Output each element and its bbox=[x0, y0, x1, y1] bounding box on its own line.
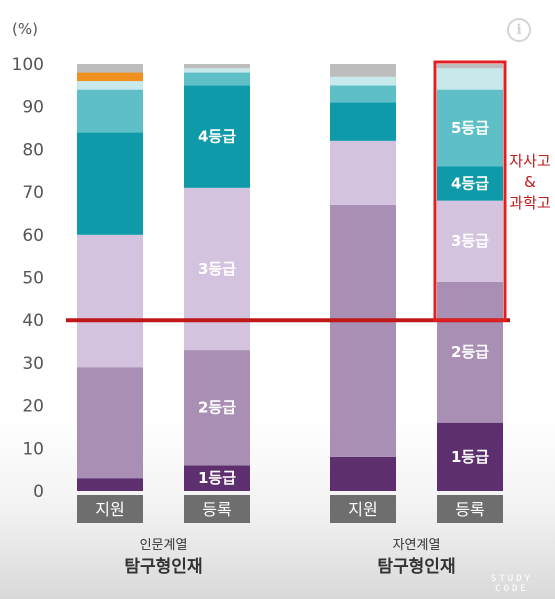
bar-2 bbox=[330, 64, 396, 491]
bar-segment bbox=[437, 166, 503, 201]
bar-segment bbox=[330, 85, 396, 103]
bar-segment bbox=[330, 76, 396, 86]
y-tick-label: 100 bbox=[12, 55, 44, 75]
bar-segment bbox=[184, 85, 250, 188]
y-tick-label: 0 bbox=[33, 482, 44, 502]
bar-segment bbox=[77, 64, 143, 73]
y-tick-label: 30 bbox=[22, 354, 44, 374]
bar-segment bbox=[184, 64, 250, 69]
watermark-bottom: CODE bbox=[495, 584, 529, 594]
category-box bbox=[184, 495, 250, 523]
bar-segment bbox=[330, 456, 396, 491]
segment-label: 1등급 bbox=[451, 448, 489, 466]
y-tick-label: 50 bbox=[22, 269, 44, 289]
bar-segment bbox=[77, 478, 143, 491]
segment-label: 3등급 bbox=[451, 232, 489, 250]
segment-label: 1등급 bbox=[198, 469, 236, 487]
y-tick-label: 60 bbox=[22, 226, 44, 246]
y-tick-label: 90 bbox=[22, 98, 44, 118]
category-label: 지원 bbox=[95, 500, 124, 519]
bar-segment bbox=[77, 132, 143, 235]
bar-segment bbox=[437, 89, 503, 167]
group-sublabel: 자연계열 bbox=[393, 538, 441, 553]
bar-segment bbox=[437, 281, 503, 423]
bar-segment bbox=[437, 200, 503, 282]
category-box bbox=[330, 495, 396, 523]
category-box bbox=[77, 495, 143, 523]
bars: 1등급 2등급 3등급 4등급 1등급 2등급 3등급 4등급 5등급 bbox=[77, 64, 503, 491]
bar-segment bbox=[184, 187, 250, 351]
bar-3: 1등급 2등급 3등급 4등급 5등급 bbox=[437, 64, 503, 491]
bar-segment bbox=[184, 72, 250, 86]
bar-segment bbox=[77, 367, 143, 479]
bar-segment bbox=[330, 140, 396, 205]
watermark: STUDY CODE bbox=[474, 574, 550, 594]
bar-segment bbox=[77, 89, 143, 133]
segment-label: 2등급 bbox=[451, 343, 489, 361]
bar-1: 1등급 2등급 3등급 4등급 bbox=[184, 64, 250, 491]
highlight-annotation: 자사고 bbox=[509, 152, 550, 170]
watermark-top: STUDY bbox=[490, 574, 534, 584]
bar-segment bbox=[437, 422, 503, 491]
bar-segment bbox=[330, 64, 396, 77]
y-tick-label: 70 bbox=[22, 183, 44, 203]
bar-segment bbox=[77, 234, 143, 368]
group-label: 탐구형인재 bbox=[124, 556, 202, 577]
category-label: 등록 bbox=[202, 500, 231, 519]
group-label: 탐구형인재 bbox=[377, 556, 455, 577]
segment-label: 4등급 bbox=[451, 175, 489, 193]
y-tick-label: 80 bbox=[22, 140, 44, 160]
category-boxes: 지원 등록 지원 등록 bbox=[77, 495, 503, 523]
y-tick-label: 20 bbox=[22, 397, 44, 417]
y-unit-label: (%) bbox=[12, 20, 38, 38]
group-sublabel: 인문계열 bbox=[140, 538, 188, 553]
segment-label: 2등급 bbox=[198, 399, 236, 417]
bar-segment bbox=[437, 68, 503, 90]
y-tick-label: 40 bbox=[22, 311, 44, 331]
highlight-annotation: & bbox=[524, 173, 536, 191]
y-axis: 0 10 20 30 40 50 60 70 80 90 100 bbox=[12, 55, 44, 502]
bar-segment bbox=[184, 350, 250, 466]
bar-segment bbox=[77, 72, 143, 82]
bar-0 bbox=[77, 64, 143, 491]
highlight-box bbox=[433, 60, 507, 322]
bar-segment bbox=[184, 68, 250, 73]
bar-segment bbox=[184, 465, 250, 491]
bar-segment bbox=[437, 64, 503, 69]
highlight-group: 자사고 & 과학고 bbox=[433, 60, 551, 322]
segment-label: 5등급 bbox=[451, 119, 489, 137]
bar-segment bbox=[330, 102, 396, 141]
bar-segment bbox=[77, 81, 143, 90]
category-label: 등록 bbox=[455, 500, 484, 519]
y-tick-label: 10 bbox=[22, 439, 44, 459]
segment-label: 4등급 bbox=[198, 128, 236, 146]
highlight-annotation: 과학고 bbox=[509, 194, 550, 212]
bar-segment bbox=[330, 204, 396, 457]
category-box bbox=[437, 495, 503, 523]
info-icon[interactable]: i bbox=[507, 18, 531, 42]
segment-label: 3등급 bbox=[198, 260, 236, 278]
category-label: 지원 bbox=[348, 500, 377, 519]
